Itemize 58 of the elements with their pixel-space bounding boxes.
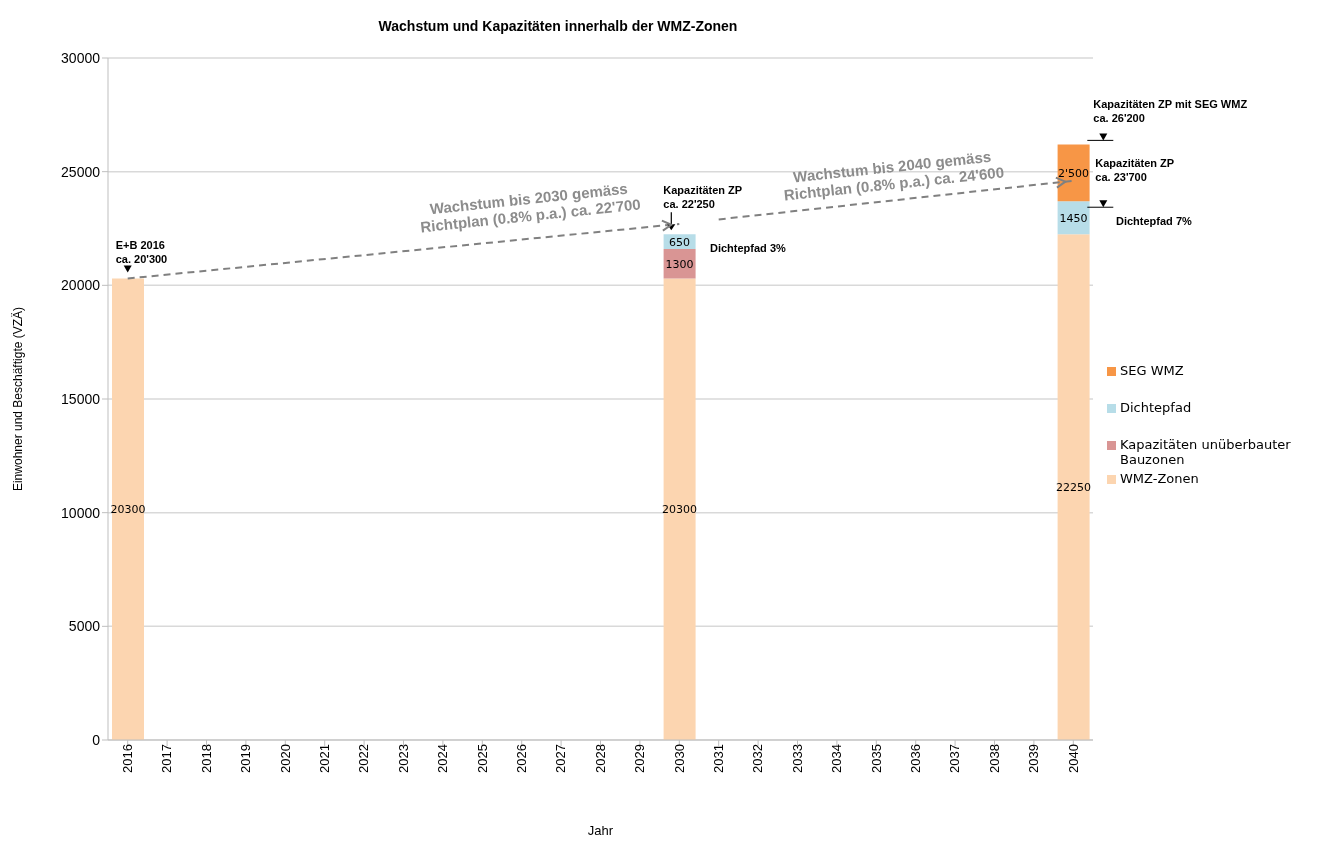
annotation: Dichtepfad 3% (710, 242, 787, 255)
x-tick-label: 2019 (238, 744, 254, 773)
data-label: 650 (669, 235, 691, 249)
x-tick-label: 2022 (356, 744, 372, 773)
y-tick-label: 5000 (68, 618, 101, 635)
x-tick-label: 2030 (671, 744, 687, 773)
legend-label: Kapazitäten unüberbauter Bauzonen (1120, 437, 1292, 467)
annotation: Kapazitäten ZP ca. 22'250 (663, 184, 743, 211)
text: Dichtepfad 7% (1116, 215, 1193, 228)
x-tick-label: 2025 (474, 744, 490, 773)
bar (1057, 144, 1090, 202)
x-tick-label: 2029 (632, 744, 648, 773)
bar (663, 278, 696, 740)
y-tick-label: 0 (92, 731, 101, 748)
data-label: 20300 (662, 503, 698, 517)
x-tick-label: 2024 (435, 744, 451, 773)
x-tick-label: 2034 (829, 744, 845, 773)
legend-label: SEG WMZ (1120, 363, 1184, 378)
x-tick-label: 2018 (198, 744, 214, 773)
annotation: Wachstum bis 2030 gemäss Richtplan (0.8% p.a.) ca. 22'700 (419, 179, 642, 236)
x-tick-label: 2033 (789, 744, 805, 773)
data-label: 2'500 (1058, 166, 1090, 180)
x-tick-label: 2021 (316, 744, 332, 773)
x-tick-label: 2040 (1065, 744, 1081, 773)
x-tick-label: 2038 (986, 744, 1002, 773)
x-tick-label: 2035 (868, 744, 884, 773)
x-tick-label: 2016 (119, 744, 135, 773)
x-tick-label: 2031 (710, 744, 726, 773)
x-tick-label: 2037 (947, 744, 963, 773)
data-label: 22250 (1056, 481, 1092, 495)
y-tick-label: 25000 (61, 163, 101, 180)
annotation: Kapazitäten ZP mit SEG WMZ ca. 26'200 (1093, 98, 1248, 125)
legend-label: WMZ-Zonen (1120, 471, 1199, 486)
x-tick-label: 2032 (750, 744, 766, 773)
y-tick-label: 15000 (61, 390, 101, 407)
bar (1057, 234, 1090, 740)
x-tick-label: 2026 (513, 744, 529, 773)
x-tick-label: 2039 (1026, 744, 1042, 773)
y-tick-label: 30000 (61, 49, 101, 66)
legend-label: Dichtepfad (1120, 400, 1192, 415)
x-axis-title: Jahr (587, 823, 614, 838)
y-tick-label: 20000 (61, 277, 101, 294)
data-label: 1300 (665, 257, 694, 271)
x-tick-label: 2020 (277, 744, 293, 773)
x-tick-label: 2028 (592, 744, 608, 773)
x-tick-label: 2027 (553, 744, 569, 773)
x-tick-label: 2023 (395, 744, 411, 773)
x-tick-label: 2017 (159, 744, 175, 773)
data-label: 1450 (1059, 211, 1088, 225)
chart-title: Wachstum und Kapazitäten innerhalb der WMZ-Zonen (377, 18, 739, 34)
bar (112, 278, 144, 740)
y-tick-label: 10000 (61, 504, 101, 521)
annotation: E+B 2016 ca. 20'300 (115, 238, 168, 265)
x-tick-label: 2036 (907, 744, 923, 773)
annotation: Wachstum bis 2040 gemäss Richtplan (0.8% p.a.) ca. 24'600 (782, 146, 1006, 206)
y-axis-title: Einwohner und Beschäftigte (VZÄ) (11, 306, 26, 492)
annotation: Kapazitäten ZP ca. 23'700 (1095, 157, 1175, 184)
data-label: 20300 (110, 503, 146, 517)
